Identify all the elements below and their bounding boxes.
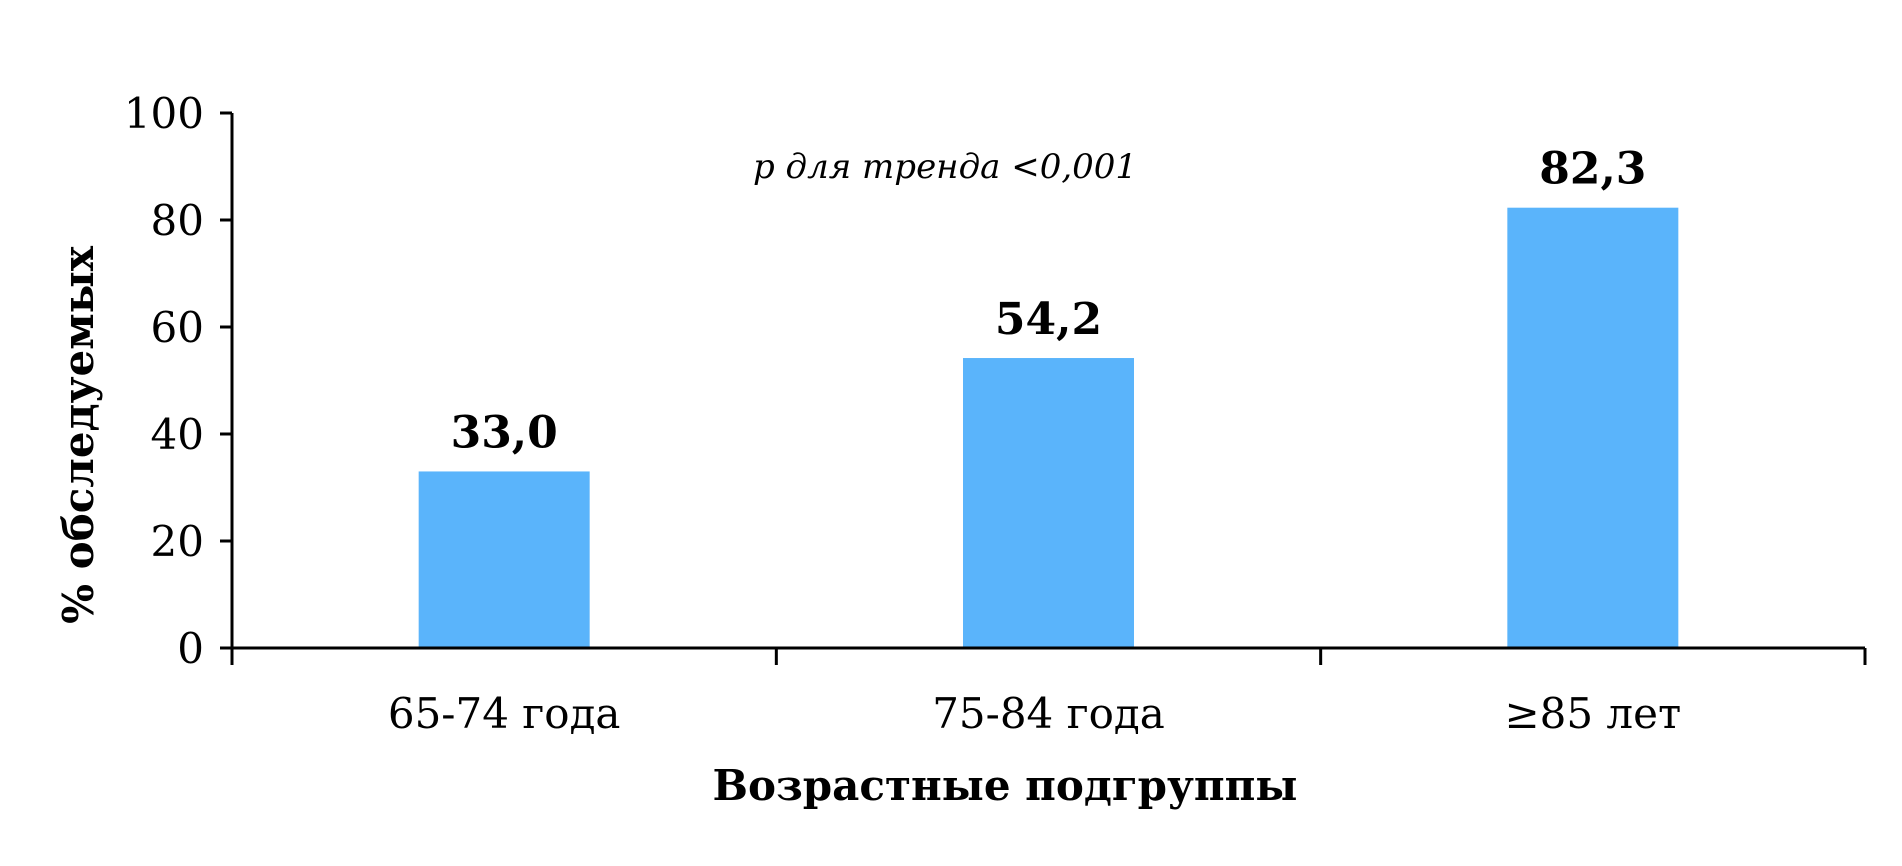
bar bbox=[418, 471, 590, 648]
x-tick-label: ≥85 лет bbox=[1504, 689, 1681, 738]
y-tick-label: 20 bbox=[151, 517, 204, 566]
x-axis-title: Возрастные подгруппы bbox=[712, 761, 1297, 810]
y-tick-label: 100 bbox=[124, 89, 204, 138]
y-tick-label: 0 bbox=[177, 624, 204, 673]
y-tick-label: 40 bbox=[151, 410, 204, 459]
data-label: 33,0 bbox=[451, 407, 558, 458]
bar bbox=[1507, 207, 1679, 648]
data-label: 82,3 bbox=[1539, 144, 1646, 195]
y-tick-label: 60 bbox=[151, 303, 204, 352]
trend-annotation: p для тренда <0,001 bbox=[753, 147, 1137, 187]
bars-group bbox=[418, 207, 1679, 648]
axes-group bbox=[220, 111, 1867, 665]
x-tick-label: 65-74 года bbox=[388, 689, 621, 738]
y-axis-title: % обследуемых bbox=[54, 245, 103, 624]
labels-group: 33,0 65-74 года 54,2 75-84 года 82,3 ≥85 лет 0… bbox=[124, 89, 1681, 738]
bar bbox=[963, 358, 1134, 648]
x-tick-label: 75-84 года bbox=[932, 689, 1165, 738]
y-tick-label: 80 bbox=[151, 196, 204, 245]
data-label: 54,2 bbox=[995, 294, 1102, 345]
